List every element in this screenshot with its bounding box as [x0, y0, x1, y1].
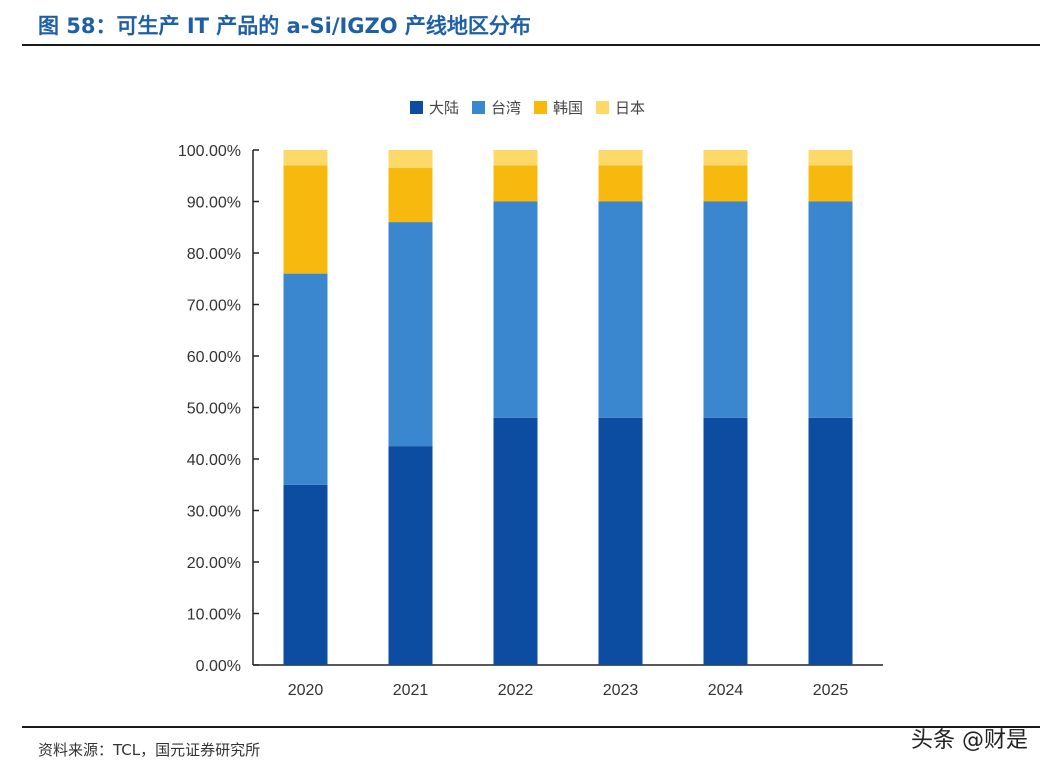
x-tick-label: 2024 [708, 682, 744, 699]
title-divider [22, 44, 1040, 46]
legend-label: 日本 [615, 99, 645, 117]
bar-日本-2021 [388, 150, 433, 169]
legend-swatch-大陆 [410, 101, 423, 114]
bar-台湾-2023 [598, 201, 643, 418]
source-note: 资料来源：TCL，国元证券研究所 [38, 741, 261, 759]
y-tick-label: 30.00% [187, 504, 241, 521]
bar-大陆-2023 [598, 417, 643, 665]
y-tick-label: 50.00% [187, 401, 241, 418]
bar-韩国-2020 [283, 165, 328, 274]
legend-label: 韩国 [553, 99, 583, 117]
bar-大陆-2021 [388, 446, 433, 665]
bar-日本-2022 [493, 150, 538, 166]
y-tick-label: 0.00% [196, 658, 241, 675]
bar-日本-2023 [598, 150, 643, 166]
y-tick-label: 40.00% [187, 452, 241, 469]
x-tick-label: 2020 [288, 682, 324, 699]
bar-日本-2025 [808, 150, 853, 166]
bar-韩国-2025 [808, 165, 853, 202]
figure-title: 图 58：可生产 IT 产品的 a-Si/IGZO 产线地区分布 [38, 14, 531, 38]
bar-日本-2020 [283, 150, 328, 166]
y-tick-label: 80.00% [187, 246, 241, 263]
y-tick-label: 100.00% [178, 143, 241, 160]
x-tick-label: 2022 [498, 682, 534, 699]
footer-divider [22, 726, 1040, 728]
x-tick-label: 2025 [813, 682, 849, 699]
watermark: 头条 @财是 [911, 728, 1028, 753]
legend-swatch-韩国 [534, 101, 547, 114]
bar-大陆-2020 [283, 484, 328, 665]
y-tick-label: 70.00% [187, 298, 241, 315]
bar-韩国-2022 [493, 165, 538, 202]
legend-label: 台湾 [491, 99, 521, 117]
bar-大陆-2024 [703, 417, 748, 665]
bar-台湾-2021 [388, 222, 433, 447]
bar-韩国-2024 [703, 165, 748, 202]
bar-大陆-2025 [808, 417, 853, 665]
bar-台湾-2025 [808, 201, 853, 418]
bar-韩国-2021 [388, 168, 433, 223]
bar-韩国-2023 [598, 165, 643, 202]
bar-台湾-2020 [283, 273, 328, 485]
y-tick-label: 10.00% [187, 607, 241, 624]
legend-label: 大陆 [429, 99, 459, 117]
x-tick-label: 2021 [393, 682, 429, 699]
bar-日本-2024 [703, 150, 748, 166]
bar-台湾-2024 [703, 201, 748, 418]
legend-swatch-台湾 [472, 101, 485, 114]
y-tick-label: 90.00% [187, 195, 241, 212]
y-tick-label: 20.00% [187, 555, 241, 572]
x-tick-label: 2023 [603, 682, 639, 699]
bar-大陆-2022 [493, 417, 538, 665]
y-tick-label: 60.00% [187, 349, 241, 366]
bar-台湾-2022 [493, 201, 538, 418]
legend-swatch-日本 [596, 101, 609, 114]
